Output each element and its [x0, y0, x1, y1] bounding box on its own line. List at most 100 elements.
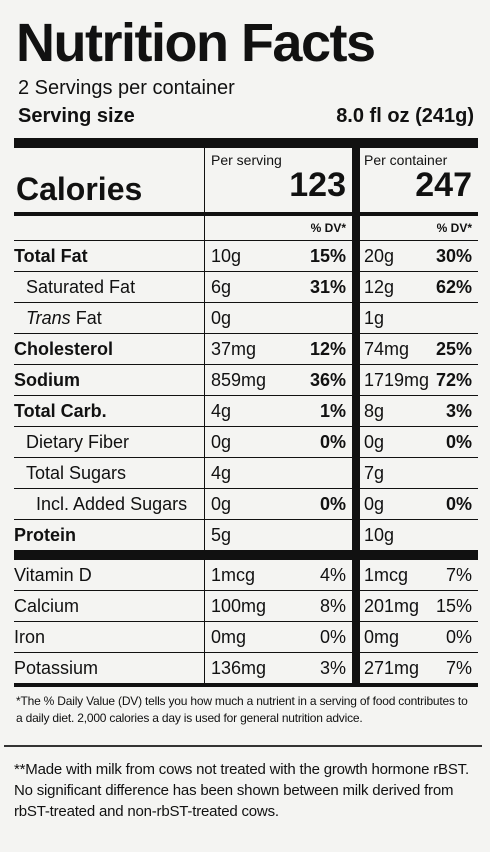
container-amount: 7g	[364, 462, 385, 483]
column-bar	[352, 489, 360, 519]
column-bar	[352, 148, 360, 212]
container-dv: 62%	[435, 276, 472, 297]
container-amount: 8g	[364, 400, 385, 421]
serving-amount: 4g	[204, 458, 294, 488]
serving-size: Serving size 8.0 fl oz (241g)	[14, 102, 478, 130]
column-bar	[352, 560, 360, 590]
container-dv: 7%	[445, 564, 472, 585]
nutrient-name-text: Potassium	[14, 657, 99, 678]
nutrient-name-text: Total Carb.	[14, 400, 107, 421]
container-dv: 7%	[445, 657, 472, 678]
nutrient-name: Saturated Fat	[14, 272, 204, 302]
serving-amount: 10g	[204, 241, 294, 271]
container-dv: 15%	[435, 595, 472, 616]
nutrient-name-text: Calcium	[14, 595, 80, 616]
nutrient-name: Vitamin D	[14, 560, 204, 590]
note: **Made with milk from cows not treated w…	[4, 745, 482, 834]
nutrient-name: Cholesterol	[14, 334, 204, 364]
column-bar	[352, 520, 360, 550]
serving-amount: 136mg	[204, 653, 294, 683]
serving-dv	[294, 520, 352, 550]
nutrient-row: Iron 0mg 0% 0mg 0%	[14, 622, 478, 653]
column-bar	[352, 458, 360, 488]
nutrient-name-text: Vitamin D	[14, 564, 92, 585]
serving-size-label: Serving size	[18, 105, 135, 127]
footnote: *The % Daily Value (DV) tells you how mu…	[16, 694, 468, 725]
serving-amount: 0g	[204, 303, 294, 333]
calories-label: Calories	[16, 171, 143, 207]
serving-dv: 4%	[319, 564, 346, 585]
nutrient-row: Trans Fat 0g 1g	[14, 303, 478, 334]
nutrient-name-italic: Trans	[26, 307, 71, 328]
serving-dv: 0%	[319, 626, 346, 647]
nutrient-name: Potassium	[14, 653, 204, 683]
nutrient-name: Total Sugars	[14, 458, 204, 488]
nutrient-name-text: Total Fat	[14, 245, 88, 266]
serving-dv: 0%	[319, 493, 346, 514]
serving-dv: 31%	[309, 276, 346, 297]
nutrient-row: Cholesterol 37mg 12% 74mg 25%	[14, 334, 478, 365]
nutrient-row: Sodium 859mg 36% 1719mg 72%	[14, 365, 478, 396]
column-bar	[352, 272, 360, 302]
calories-value: 247	[415, 166, 472, 204]
nutrition-label: Nutrition Facts 2 Servings per container…	[14, 8, 478, 735]
serving-amount: 5g	[204, 520, 294, 550]
container-dv: 72%	[435, 369, 472, 390]
serving-dv	[294, 458, 352, 488]
serving-dv: 0%	[319, 431, 346, 452]
nutrient-name-text: Dietary Fiber	[26, 431, 130, 452]
container-dv	[426, 303, 478, 333]
nutrient-name: Calcium	[14, 591, 204, 621]
column-heading: Per serving	[211, 152, 282, 168]
serving-dv	[294, 303, 352, 333]
nutrient-name: Protein	[14, 520, 204, 550]
nutrient-row: Total Sugars 4g 7g	[14, 458, 478, 489]
container-dv: 25%	[435, 338, 472, 359]
container-dv	[426, 458, 478, 488]
nutrient-name: Incl. Added Sugars	[14, 489, 204, 519]
container-dv	[426, 520, 478, 550]
column-bar	[352, 216, 360, 240]
calories-column: Per container 247	[360, 148, 478, 212]
serving-dv: 15%	[309, 245, 346, 266]
calories-column: Per serving 123	[204, 148, 352, 212]
serving-dv: 8%	[319, 595, 346, 616]
nutrient-row: Saturated Fat 6g 31% 12g 62%	[14, 272, 478, 303]
column-bar	[352, 241, 360, 271]
nutrient-name: Total Fat	[14, 241, 204, 271]
nutrient-row: Potassium 136mg 3% 271mg 7%	[14, 653, 478, 687]
nutrient-row: Total Fat 10g 15% 20g 30%	[14, 241, 478, 272]
nutrient-row: Dietary Fiber 0g 0% 0g 0%	[14, 427, 478, 458]
column-bar	[352, 591, 360, 621]
serving-amount: 1mcg	[204, 560, 294, 590]
nutrient-name: Sodium	[14, 365, 204, 395]
column-bar	[352, 396, 360, 426]
container-amount: 0g	[364, 431, 385, 452]
container-amount: 20g	[364, 245, 395, 266]
serving-dv: 36%	[309, 369, 346, 390]
column-bar	[352, 653, 360, 683]
calories-row: Calories Per serving 123 Per container 247	[14, 148, 478, 216]
container-dv: 0%	[445, 493, 472, 514]
nutrient-name-text: Cholesterol	[14, 338, 114, 359]
container-amount: 201mg	[364, 595, 420, 616]
nutrient-name-text: Saturated Fat	[26, 276, 136, 297]
nutrient-table: Calories Per serving 123 Per container 247 % …	[14, 148, 478, 687]
container-amount: 1mcg	[364, 564, 409, 585]
container-amount: 1719mg	[364, 369, 430, 390]
dv-heading: % DV*	[436, 221, 472, 235]
nutrient-name: Dietary Fiber	[14, 427, 204, 457]
container-dv: 0%	[445, 626, 472, 647]
title: Nutrition Facts	[16, 13, 376, 73]
serving-dv: 3%	[319, 657, 346, 678]
column-bar	[352, 303, 360, 333]
servings: 2 Servings per container	[18, 77, 235, 99]
container-amount: 0g	[364, 493, 385, 514]
dv-heading-row: % DV* % DV*	[14, 216, 478, 241]
container-amount: 0mg	[364, 626, 400, 647]
serving-amount: 0g	[204, 427, 294, 457]
serving-amount: 859mg	[204, 365, 294, 395]
container-amount: 271mg	[364, 657, 420, 678]
serving-amount: 37mg	[204, 334, 294, 364]
